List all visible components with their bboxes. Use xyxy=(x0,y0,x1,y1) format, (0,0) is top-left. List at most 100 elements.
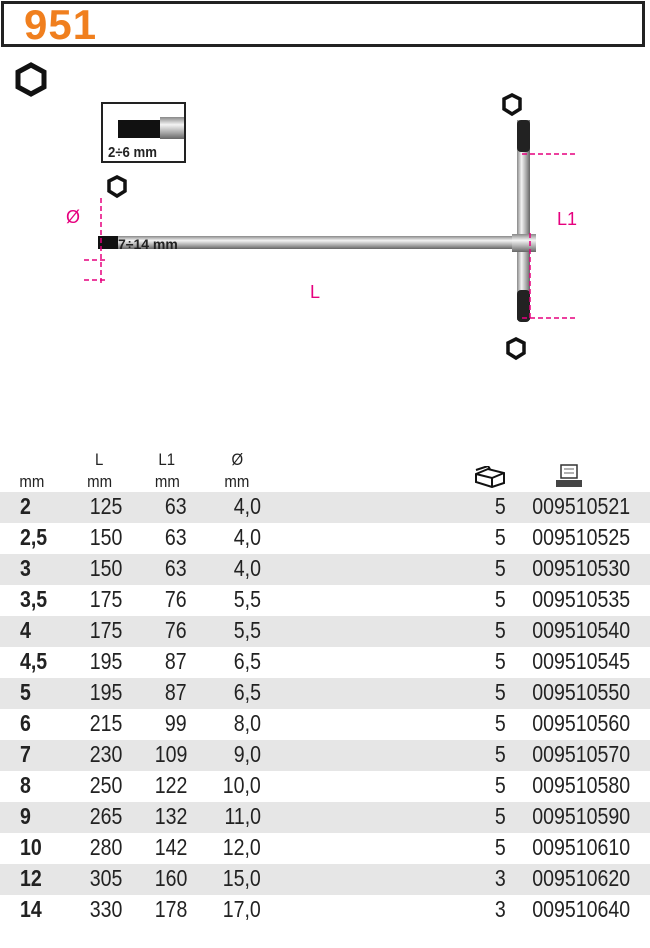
cell-diameter: 4,0 xyxy=(233,493,261,519)
table-row: 14 330 178 17,0 3 009510640 xyxy=(0,895,650,926)
cell-length: 305 xyxy=(89,865,122,891)
cell-pack-qty: 5 xyxy=(495,679,506,705)
box-icon xyxy=(475,466,505,488)
crossbar-length-label: L1 xyxy=(557,209,577,229)
cell-pack-qty: 5 xyxy=(495,617,506,643)
cell-length: 250 xyxy=(89,772,122,798)
cell-pack-qty: 5 xyxy=(495,648,506,674)
cell-size: 2 xyxy=(20,493,31,519)
table-row: 10 280 142 12,0 5 009510610 xyxy=(0,833,650,864)
cell-length: 195 xyxy=(89,679,122,705)
cell-length: 195 xyxy=(89,648,122,674)
product-number: 951 xyxy=(24,1,98,48)
cell-crossbar: 63 xyxy=(165,524,187,550)
cell-diameter: 4,0 xyxy=(233,524,261,550)
col-diameter-label: Ø xyxy=(231,450,244,469)
shaft-size-label: 7÷14 mm xyxy=(118,236,178,252)
cell-length: 265 xyxy=(89,803,122,829)
cell-pack-qty: 5 xyxy=(495,772,506,798)
cell-length: 230 xyxy=(89,741,122,767)
cell-pack-qty: 5 xyxy=(495,741,506,767)
cell-size: 6 xyxy=(20,710,31,736)
dimension-lines xyxy=(84,153,578,319)
cell-crossbar: 63 xyxy=(165,555,187,581)
cell-size: 2,5 xyxy=(20,524,48,550)
table-row: 2,5 150 63 4,0 5 009510525 xyxy=(0,523,650,554)
cell-size: 10 xyxy=(20,834,42,860)
cell-code: 009510640 xyxy=(532,896,630,922)
cell-crossbar: 122 xyxy=(154,772,187,798)
cell-length: 175 xyxy=(89,617,122,643)
cell-length: 330 xyxy=(89,896,122,922)
cell-pack-qty: 5 xyxy=(495,586,506,612)
cell-crossbar: 87 xyxy=(165,679,187,705)
table-row: 6 215 99 8,0 5 009510560 xyxy=(0,709,650,740)
cell-diameter: 5,5 xyxy=(233,586,261,612)
computer-icon xyxy=(556,464,582,487)
cell-crossbar: 76 xyxy=(165,617,187,643)
cell-pack-qty: 3 xyxy=(495,865,506,891)
cell-crossbar: 132 xyxy=(154,803,187,829)
cell-code: 009510525 xyxy=(532,524,630,550)
cell-pack-qty: 5 xyxy=(495,493,506,519)
cell-code: 009510540 xyxy=(532,617,630,643)
cell-diameter: 4,0 xyxy=(233,555,261,581)
table-row: 12 305 160 15,0 3 009510620 xyxy=(0,864,650,895)
cell-crossbar: 99 xyxy=(165,710,187,736)
table-row: 2 125 63 4,0 5 009510521 xyxy=(0,492,650,523)
table-row: 8 250 122 10,0 5 009510580 xyxy=(0,771,650,802)
col-l-label: L xyxy=(95,450,104,469)
header-bar: 951 xyxy=(1,1,645,48)
col-l1-label: L1 xyxy=(158,450,176,469)
cell-code: 009510560 xyxy=(532,710,630,736)
inset-tip-image: 2÷6 mm xyxy=(101,102,186,163)
cell-size: 5 xyxy=(20,679,31,705)
col-l-unit: mm xyxy=(87,472,113,491)
cell-crossbar: 178 xyxy=(154,896,187,922)
cell-length: 215 xyxy=(89,710,122,736)
cell-code: 009510620 xyxy=(532,865,630,891)
cell-size: 8 xyxy=(20,772,31,798)
cell-size: 14 xyxy=(20,896,42,922)
cell-diameter: 6,5 xyxy=(233,679,261,705)
tool-drawing: 2÷6 mm 7÷14 mm Ø L L1 xyxy=(15,62,578,361)
col-diameter-unit: mm xyxy=(224,472,250,491)
cell-code: 009510545 xyxy=(532,648,630,674)
cell-diameter: 11,0 xyxy=(224,803,261,829)
cell-size: 12 xyxy=(20,865,42,891)
cell-length: 150 xyxy=(89,524,122,550)
cell-size: 4 xyxy=(20,617,31,643)
cell-code: 009510570 xyxy=(532,741,630,767)
cell-code: 009510521 xyxy=(532,493,630,519)
product-table: 2 125 63 4,0 5 009510521 2,5 150 63 4,0 5 009510525… xyxy=(0,492,650,926)
cell-size: 7 xyxy=(20,741,31,767)
cell-diameter: 10,0 xyxy=(222,772,261,798)
cell-diameter: 5,5 xyxy=(233,617,261,643)
cell-diameter: 12,0 xyxy=(222,834,261,860)
cell-diameter: 9,0 xyxy=(233,741,261,767)
cell-pack-qty: 5 xyxy=(495,524,506,550)
hexagon-icon xyxy=(15,62,47,97)
cell-crossbar: 160 xyxy=(154,865,187,891)
length-label: L xyxy=(310,282,320,302)
cell-diameter: 15,0 xyxy=(222,865,261,891)
diameter-label: Ø xyxy=(66,207,80,227)
cell-size: 9 xyxy=(20,803,31,829)
cell-length: 175 xyxy=(89,586,122,612)
col-l1-unit: mm xyxy=(154,472,180,491)
cell-crossbar: 87 xyxy=(165,648,187,674)
table-row: 3,5 175 76 5,5 5 009510535 xyxy=(0,585,650,616)
cell-size: 3 xyxy=(20,555,31,581)
cell-size: 4,5 xyxy=(20,648,48,674)
cell-crossbar: 76 xyxy=(165,586,187,612)
table-header: mm L mm L1 mm Ø mm xyxy=(0,446,572,492)
cell-pack-qty: 5 xyxy=(495,555,506,581)
cell-length: 125 xyxy=(89,493,122,519)
cell-code: 009510550 xyxy=(532,679,630,705)
inset-size-label: 2÷6 mm xyxy=(108,143,157,160)
hexagon-icon xyxy=(107,175,127,199)
cell-code: 009510590 xyxy=(532,803,630,829)
cell-length: 150 xyxy=(89,555,122,581)
table-row: 7 230 109 9,0 5 009510570 xyxy=(0,740,650,771)
cell-diameter: 17,0 xyxy=(222,896,261,922)
